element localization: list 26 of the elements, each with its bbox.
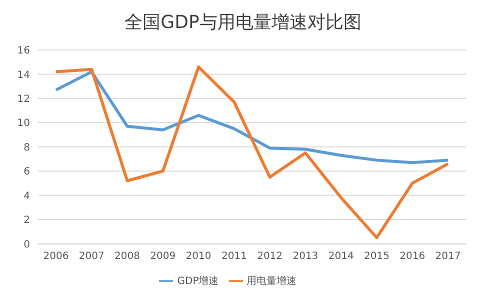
chart-title: 全国GDP与用电量增速对比图 (124, 11, 362, 34)
x-tick-label: 2006 (43, 250, 69, 262)
y-tick-label: 14 (17, 70, 30, 81)
x-tick-label: 2011 (221, 250, 247, 262)
x-tick-label: 2010 (186, 250, 212, 262)
x-tick-label: 2007 (78, 250, 104, 262)
x-tick-label: 2017 (435, 250, 461, 262)
y-tick-label: 16 (17, 46, 30, 57)
y-tick-label: 4 (24, 190, 30, 202)
x-tick-label: 2008 (114, 250, 140, 262)
x-tick-label: 2012 (257, 250, 283, 262)
y-tick-label: 6 (24, 166, 30, 178)
line-series (54, 70, 450, 164)
x-tick-label: 2013 (292, 250, 318, 262)
y-tick-label: 8 (24, 142, 30, 154)
legend-label: GDP增速 (177, 276, 219, 287)
y-tick-label: 10 (17, 118, 30, 130)
x-tick-label: 2016 (400, 250, 426, 262)
x-tick-label: 2009 (150, 250, 176, 262)
y-tick-label: 0 (24, 239, 30, 250)
line-series (54, 65, 450, 240)
x-tick-label: 2015 (364, 250, 390, 262)
y-tick-label: 2 (24, 215, 30, 226)
legend-label: 用电量增速 (246, 276, 297, 287)
y-tick-label: 12 (17, 94, 30, 105)
x-tick-label: 2014 (328, 250, 354, 262)
